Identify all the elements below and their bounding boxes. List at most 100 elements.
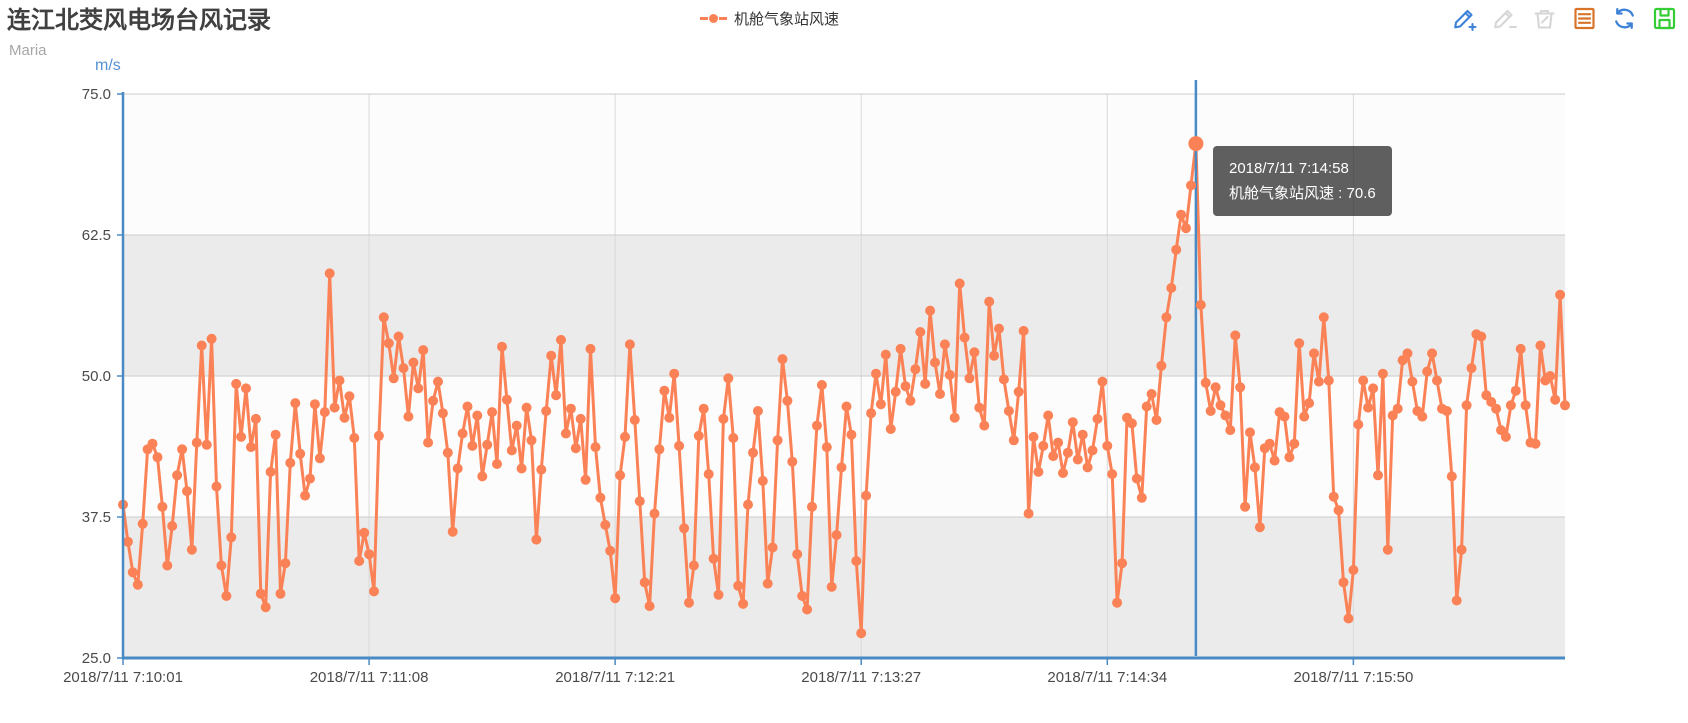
data-point[interactable]	[811, 420, 822, 431]
data-point[interactable]	[1087, 445, 1098, 456]
data-point[interactable]	[408, 357, 419, 368]
data-point[interactable]	[1126, 418, 1137, 429]
data-point[interactable]	[1505, 400, 1516, 411]
data-point[interactable]	[777, 354, 788, 365]
data-point[interactable]	[728, 433, 739, 443]
data-point[interactable]	[152, 452, 163, 463]
data-point[interactable]	[231, 378, 242, 389]
data-point[interactable]	[1402, 348, 1413, 359]
data-point[interactable]	[684, 597, 694, 608]
data-point[interactable]	[526, 435, 537, 446]
data-point[interactable]	[600, 519, 611, 530]
data-point[interactable]	[423, 437, 434, 448]
data-point[interactable]	[137, 518, 148, 529]
data-point[interactable]	[196, 340, 207, 351]
data-point[interactable]	[969, 347, 980, 358]
data-point[interactable]	[1294, 338, 1305, 349]
data-point[interactable]	[1476, 331, 1487, 342]
annotate-clear-trash-icon[interactable]	[1531, 5, 1558, 32]
data-point[interactable]	[595, 492, 606, 503]
data-point[interactable]	[319, 407, 330, 418]
data-point[interactable]	[250, 413, 261, 424]
data-point[interactable]	[1077, 429, 1088, 440]
data-point[interactable]	[816, 380, 827, 390]
data-point[interactable]	[1166, 283, 1177, 293]
data-point[interactable]	[984, 296, 995, 307]
data-point[interactable]	[418, 345, 429, 356]
data-point[interactable]	[462, 401, 473, 412]
data-point[interactable]	[1466, 363, 1477, 374]
data-point[interactable]	[270, 429, 281, 440]
data-point[interactable]	[654, 444, 665, 455]
data-point[interactable]	[211, 481, 222, 492]
data-point[interactable]	[309, 399, 320, 410]
data-point[interactable]	[1441, 406, 1452, 416]
data-point[interactable]	[954, 278, 965, 289]
data-point[interactable]	[1545, 371, 1556, 381]
data-point[interactable]	[772, 435, 783, 446]
data-point[interactable]	[216, 560, 227, 571]
data-point[interactable]	[885, 424, 896, 434]
data-point[interactable]	[1264, 438, 1275, 449]
data-point[interactable]	[762, 578, 773, 589]
data-point[interactable]	[497, 341, 507, 352]
data-point[interactable]	[1003, 406, 1014, 416]
data-point[interactable]	[206, 333, 217, 344]
data-point[interactable]	[221, 591, 232, 601]
data-point[interactable]	[191, 437, 202, 448]
data-point[interactable]	[664, 412, 675, 423]
data-point[interactable]	[900, 381, 911, 392]
data-point[interactable]	[1254, 522, 1265, 533]
data-point[interactable]	[1284, 452, 1295, 463]
data-point[interactable]	[280, 558, 291, 569]
data-point[interactable]	[1181, 223, 1191, 234]
data-point[interactable]	[1427, 348, 1438, 359]
data-point[interactable]	[743, 499, 753, 510]
data-point[interactable]	[964, 373, 975, 384]
data-point[interactable]	[246, 442, 256, 453]
data-point[interactable]	[846, 429, 857, 440]
data-point[interactable]	[565, 403, 576, 414]
data-point[interactable]	[1028, 431, 1039, 442]
data-point[interactable]	[1023, 508, 1034, 519]
data-point[interactable]	[295, 448, 306, 459]
data-point[interactable]	[1245, 427, 1255, 438]
data-point[interactable]	[339, 412, 350, 423]
data-point[interactable]	[629, 415, 640, 425]
data-point[interactable]	[1200, 377, 1211, 388]
data-point[interactable]	[1279, 411, 1290, 422]
data-point[interactable]	[1205, 406, 1216, 416]
data-point[interactable]	[378, 312, 389, 323]
data-point[interactable]	[1318, 312, 1329, 323]
data-point[interactable]	[708, 553, 719, 564]
data-point[interactable]	[1048, 451, 1059, 462]
data-point[interactable]	[1309, 348, 1319, 359]
data-point[interactable]	[1560, 400, 1570, 411]
data-point[interactable]	[1328, 491, 1339, 502]
data-point[interactable]	[679, 523, 690, 534]
data-point[interactable]	[1230, 330, 1241, 341]
data-point[interactable]	[1067, 417, 1078, 428]
data-point[interactable]	[915, 327, 926, 337]
data-point[interactable]	[1131, 473, 1142, 484]
legend-item[interactable]: 机舱气象站风速	[700, 8, 839, 29]
data-point[interactable]	[1240, 501, 1251, 512]
data-point[interactable]	[615, 470, 626, 481]
data-point[interactable]	[802, 604, 813, 615]
data-point[interactable]	[610, 593, 621, 604]
data-point[interactable]	[856, 628, 867, 639]
data-point[interactable]	[807, 501, 817, 512]
data-point[interactable]	[201, 439, 212, 450]
data-point[interactable]	[467, 440, 478, 451]
data-point[interactable]	[157, 501, 168, 512]
data-point[interactable]	[939, 339, 950, 350]
data-point[interactable]	[1456, 544, 1467, 555]
data-point[interactable]	[1215, 400, 1226, 411]
data-point[interactable]	[738, 598, 749, 609]
data-point[interactable]	[182, 486, 192, 497]
data-point[interactable]	[398, 363, 409, 374]
data-point[interactable]	[895, 343, 906, 354]
data-point[interactable]	[944, 369, 955, 380]
data-point[interactable]	[501, 394, 512, 405]
